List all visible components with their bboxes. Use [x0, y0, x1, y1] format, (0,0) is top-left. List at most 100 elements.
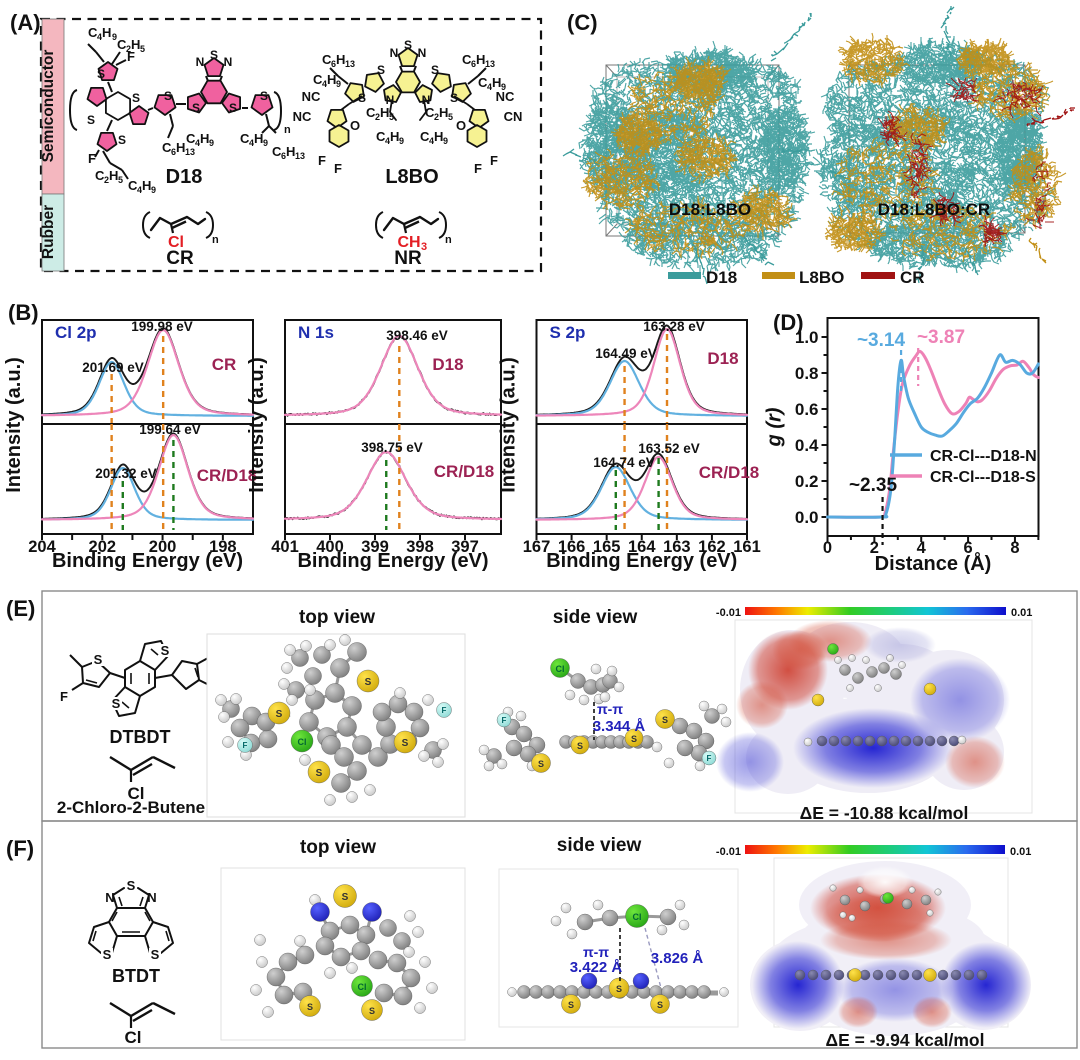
- svg-text:4: 4: [97, 32, 102, 42]
- svg-text:C: C: [313, 72, 323, 87]
- svg-text:(E): (E): [6, 596, 35, 621]
- svg-text:D18: D18: [166, 166, 203, 188]
- svg-text:199.64 eV: 199.64 eV: [139, 422, 201, 437]
- svg-text:4: 4: [487, 82, 492, 92]
- svg-text:9: 9: [209, 138, 214, 148]
- svg-text:200: 200: [149, 538, 177, 556]
- svg-text:8: 8: [1010, 539, 1019, 557]
- svg-text:S: S: [260, 89, 268, 103]
- svg-text:D18: D18: [707, 349, 738, 368]
- svg-text:398.46 eV: 398.46 eV: [386, 328, 448, 343]
- svg-text:Intensity (a.u.): Intensity (a.u.): [498, 357, 520, 493]
- svg-text:H: H: [131, 37, 140, 52]
- svg-text:O: O: [350, 118, 360, 133]
- svg-text:S: S: [342, 892, 349, 903]
- svg-text:163.28 eV: 163.28 eV: [643, 319, 705, 334]
- svg-text:4: 4: [249, 138, 254, 148]
- svg-text:CH: CH: [397, 234, 420, 251]
- svg-text:S: S: [358, 91, 366, 105]
- svg-text:BTDT: BTDT: [112, 966, 160, 986]
- svg-text:C: C: [376, 129, 386, 144]
- svg-text:399: 399: [361, 538, 389, 556]
- svg-text:3: 3: [421, 241, 427, 253]
- svg-text:CR/D18: CR/D18: [434, 462, 494, 481]
- svg-text:O: O: [456, 118, 466, 133]
- svg-text:401: 401: [271, 538, 299, 556]
- svg-text:164.49 eV: 164.49 eV: [595, 346, 657, 361]
- svg-text:ΔE = -10.88 kcal/mol: ΔE = -10.88 kcal/mol: [800, 803, 969, 823]
- svg-text:Binding Energy (eV): Binding Energy (eV): [546, 550, 737, 572]
- svg-text:201.32 eV: 201.32 eV: [95, 466, 157, 481]
- svg-text:3.344 Å: 3.344 Å: [593, 718, 646, 735]
- svg-text:2: 2: [375, 112, 380, 122]
- svg-text:9: 9: [336, 79, 341, 89]
- svg-text:0.01: 0.01: [1010, 846, 1031, 858]
- svg-text:CR: CR: [900, 268, 925, 287]
- svg-text:n: n: [212, 234, 219, 246]
- svg-text:162: 162: [698, 538, 726, 556]
- svg-text:13: 13: [485, 59, 495, 69]
- svg-text:S: S: [151, 947, 160, 962]
- svg-text:CR-Cl---D18-S: CR-Cl---D18-S: [930, 469, 1036, 486]
- svg-text:D18: D18: [432, 355, 463, 374]
- svg-text:D18:L8BO: D18:L8BO: [669, 200, 751, 219]
- svg-text:0.2: 0.2: [795, 472, 819, 491]
- svg-text:S: S: [316, 768, 323, 779]
- svg-text:6: 6: [281, 151, 286, 161]
- svg-text:0.01: 0.01: [1011, 607, 1032, 619]
- svg-text:S: S: [431, 63, 439, 77]
- svg-text:Cl 2p: Cl 2p: [55, 323, 97, 342]
- svg-text:Cl: Cl: [125, 1028, 142, 1047]
- svg-text:5: 5: [389, 112, 394, 122]
- svg-text:5: 5: [448, 112, 453, 122]
- svg-text:9: 9: [263, 138, 268, 148]
- svg-text:S 2p: S 2p: [550, 323, 586, 342]
- svg-text:N: N: [418, 46, 427, 60]
- svg-text:F: F: [127, 49, 135, 64]
- svg-text:Cl: Cl: [633, 912, 642, 922]
- svg-text:Cl: Cl: [358, 982, 367, 992]
- svg-text:L8BO: L8BO: [385, 166, 438, 188]
- svg-text:5: 5: [140, 44, 145, 54]
- svg-text:13: 13: [345, 59, 355, 69]
- svg-text:H: H: [390, 129, 399, 144]
- svg-text:0: 0: [823, 539, 832, 557]
- svg-text:N: N: [196, 55, 205, 69]
- svg-text:D18: D18: [706, 268, 737, 287]
- svg-text:side view: side view: [553, 607, 638, 628]
- svg-text:C: C: [95, 168, 105, 183]
- svg-text:F: F: [707, 754, 712, 763]
- svg-text:DTBDT: DTBDT: [110, 727, 171, 747]
- svg-text:NR: NR: [394, 248, 422, 269]
- svg-text:F: F: [60, 689, 68, 704]
- svg-text:398: 398: [406, 538, 434, 556]
- svg-text:-0.01: -0.01: [716, 846, 741, 858]
- svg-text:π-π: π-π: [583, 944, 609, 960]
- svg-text:CR/D18: CR/D18: [197, 466, 257, 485]
- svg-text:S: S: [132, 91, 140, 105]
- svg-text:(A): (A): [10, 10, 41, 35]
- svg-text:S: S: [616, 984, 622, 994]
- svg-text:N: N: [386, 93, 395, 107]
- svg-text:S: S: [164, 89, 172, 103]
- svg-text:S: S: [112, 696, 121, 711]
- svg-text:H: H: [476, 52, 485, 67]
- svg-text:C: C: [425, 105, 435, 120]
- svg-text:(B): (B): [8, 300, 39, 325]
- svg-text:161: 161: [733, 538, 761, 556]
- svg-text:C: C: [240, 131, 250, 146]
- svg-text:202: 202: [89, 538, 117, 556]
- svg-text:Semiconductor: Semiconductor: [40, 50, 57, 163]
- svg-text:0.6: 0.6: [795, 400, 819, 419]
- svg-text:S: S: [210, 48, 218, 62]
- svg-text:9: 9: [151, 185, 156, 195]
- svg-text:S: S: [369, 1006, 375, 1016]
- svg-text:~2.35: ~2.35: [849, 475, 898, 496]
- svg-text:4: 4: [429, 136, 434, 146]
- svg-text:CR/D18: CR/D18: [699, 463, 759, 482]
- svg-text:201.69 eV: 201.69 eV: [82, 360, 144, 375]
- svg-text:S: S: [161, 643, 170, 658]
- svg-text:S: S: [118, 133, 126, 147]
- svg-text:164: 164: [628, 538, 656, 556]
- svg-text:165: 165: [593, 538, 621, 556]
